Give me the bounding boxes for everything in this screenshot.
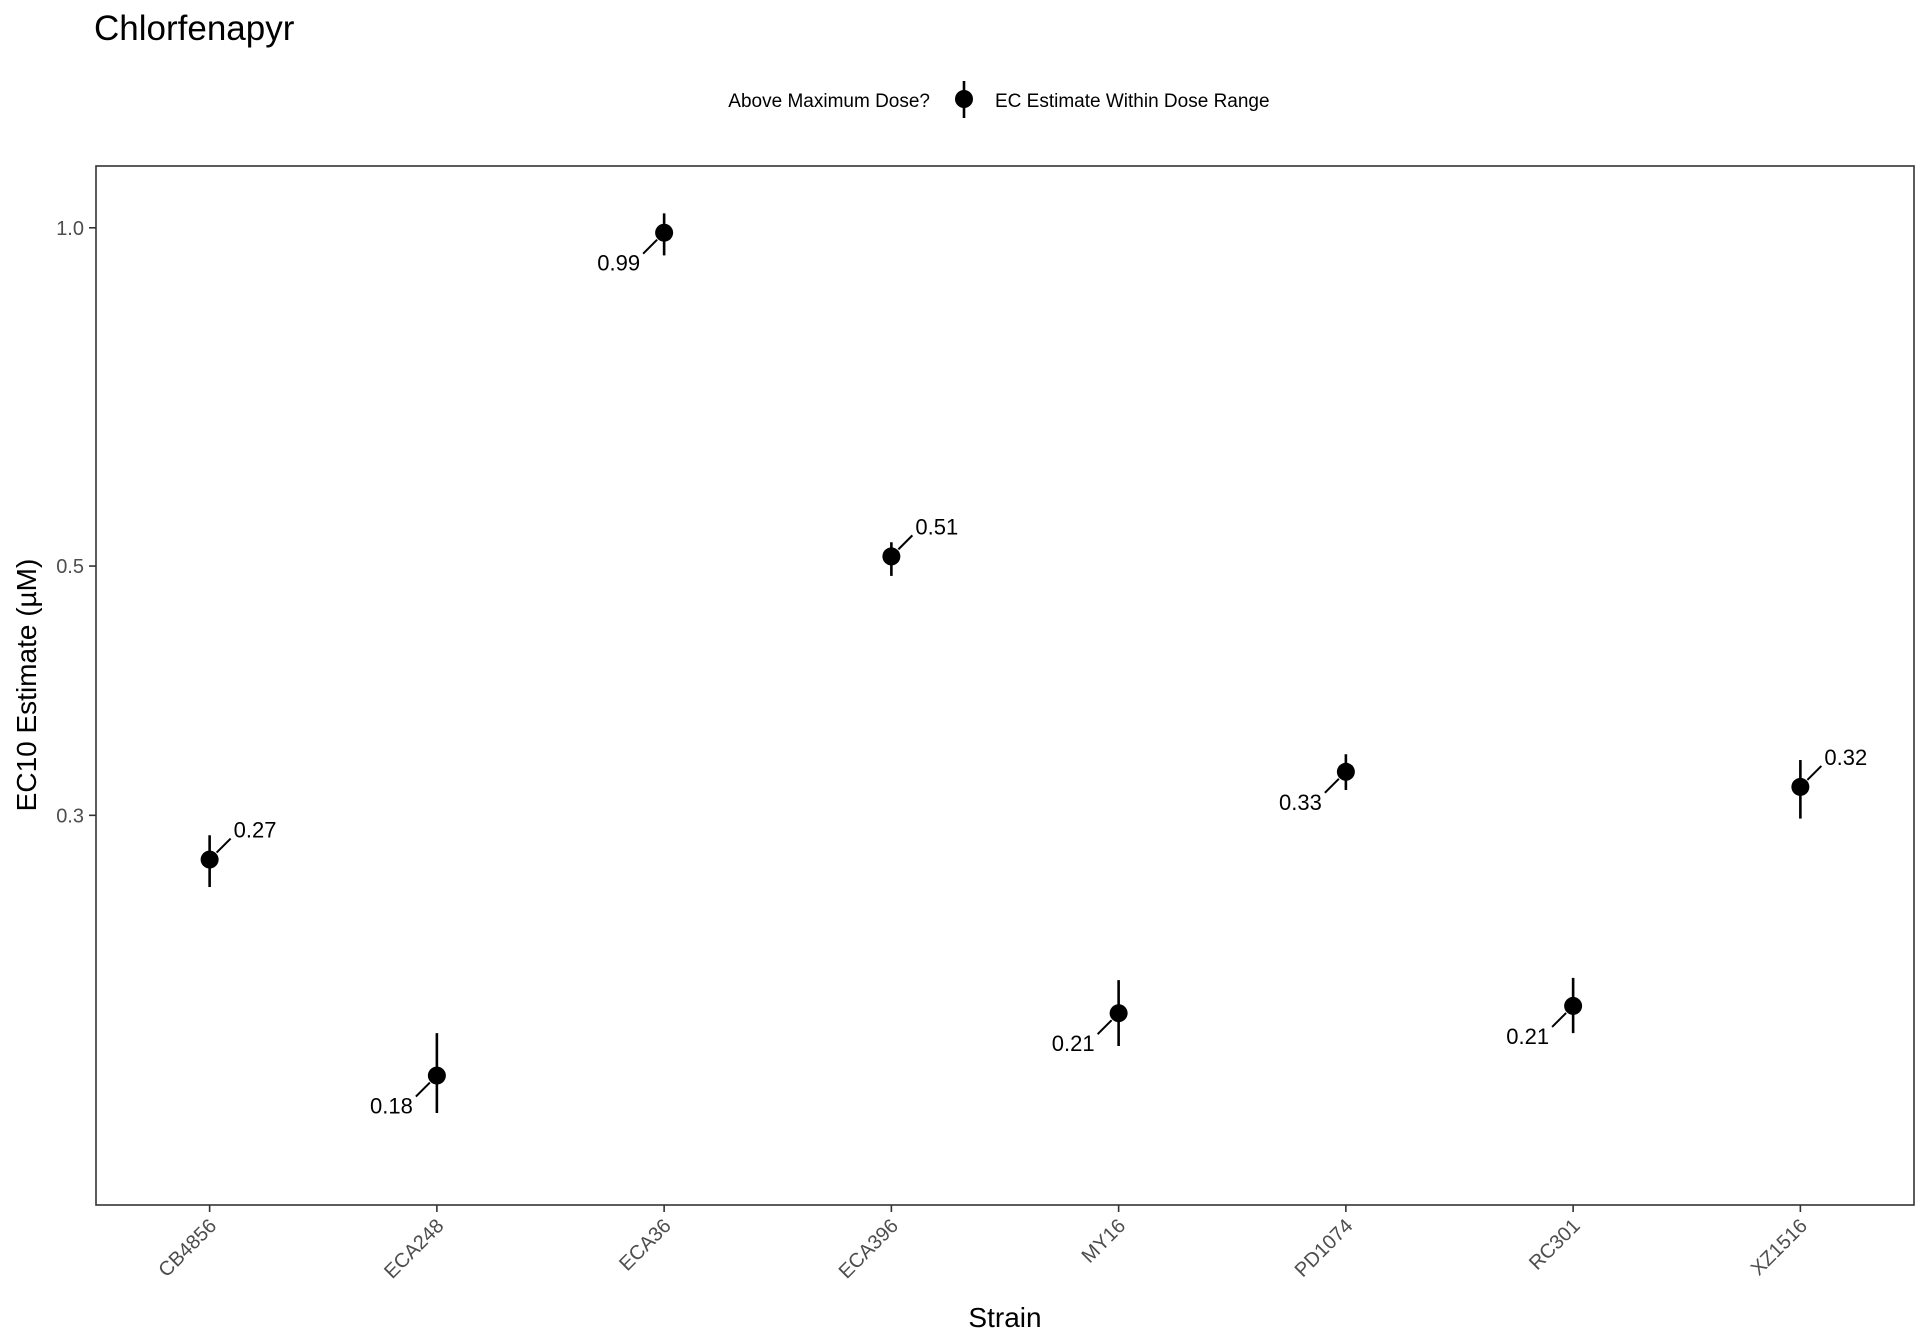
data-point-group: 0.99 <box>597 213 674 276</box>
data-point <box>200 850 219 869</box>
data-point <box>1791 777 1810 796</box>
data-label: 0.21 <box>1506 1024 1549 1049</box>
chart-title: Chlorfenapyr <box>94 9 295 48</box>
data-label: 0.51 <box>915 514 958 539</box>
data-label: 0.99 <box>597 251 640 276</box>
data-marks: 0.27 0.18 0.99 0.51 0.21 0.33 0.21 0.32 <box>200 213 1867 1119</box>
data-point <box>1109 1004 1128 1023</box>
x-tick-label: ECA248 <box>380 1215 448 1283</box>
x-tick-label: ECA396 <box>835 1215 903 1283</box>
x-tick-label: RC301 <box>1525 1215 1585 1275</box>
y-axis: 0.3 0.5 1.0 <box>56 218 96 827</box>
y-axis-title: EC10 Estimate (µM) <box>11 559 42 812</box>
data-point-group: 0.21 <box>1052 980 1128 1056</box>
y-tick-label: 0.5 <box>56 556 84 578</box>
data-point <box>882 547 901 566</box>
legend-title: Above Maximum Dose? <box>728 91 930 112</box>
x-axis: CB4856 ECA248 ECA36 ECA396 MY16 PD1074 RC301 XZ… <box>154 1205 1812 1283</box>
data-label: 0.32 <box>1824 745 1867 770</box>
label-leader-line <box>897 534 914 551</box>
data-point-group: 0.21 <box>1506 977 1583 1049</box>
label-leader-line <box>415 1081 431 1098</box>
label-leader-line <box>1551 1012 1567 1028</box>
label-leader-line <box>1806 765 1823 781</box>
legend: Above Maximum Dose? EC Estimate Within D… <box>728 81 1270 118</box>
label-leader-line <box>215 837 232 854</box>
legend-key-point <box>955 90 973 108</box>
x-axis-title: Strain <box>968 1302 1041 1333</box>
data-point <box>1564 996 1583 1015</box>
plot-panel <box>95 165 1915 1206</box>
data-point-group: 0.27 <box>200 818 277 888</box>
data-point <box>1336 762 1355 781</box>
label-leader-line <box>1096 1019 1113 1035</box>
x-tick-label: ECA36 <box>615 1215 675 1275</box>
data-point <box>427 1066 446 1085</box>
legend-label: EC Estimate Within Dose Range <box>995 91 1270 112</box>
x-tick-label: PD1074 <box>1291 1215 1358 1282</box>
data-point-group: 0.32 <box>1791 745 1867 819</box>
x-tick-label: CB4856 <box>154 1215 221 1282</box>
legend-key <box>955 81 973 118</box>
label-leader-line <box>642 238 658 255</box>
data-label: 0.18 <box>370 1094 413 1119</box>
data-point-group: 0.18 <box>370 1033 446 1119</box>
label-leader-line <box>1324 778 1340 794</box>
data-label: 0.27 <box>234 818 277 843</box>
data-label: 0.21 <box>1052 1031 1095 1056</box>
data-point-group: 0.33 <box>1279 754 1355 815</box>
data-label: 0.33 <box>1279 790 1322 815</box>
x-tick-label: XZ1516 <box>1747 1215 1812 1280</box>
y-tick-label: 1.0 <box>56 218 84 240</box>
x-tick-label: MY16 <box>1078 1215 1131 1268</box>
data-point-group: 0.51 <box>882 514 958 576</box>
y-tick-label: 0.3 <box>56 805 84 827</box>
data-point <box>655 223 674 242</box>
